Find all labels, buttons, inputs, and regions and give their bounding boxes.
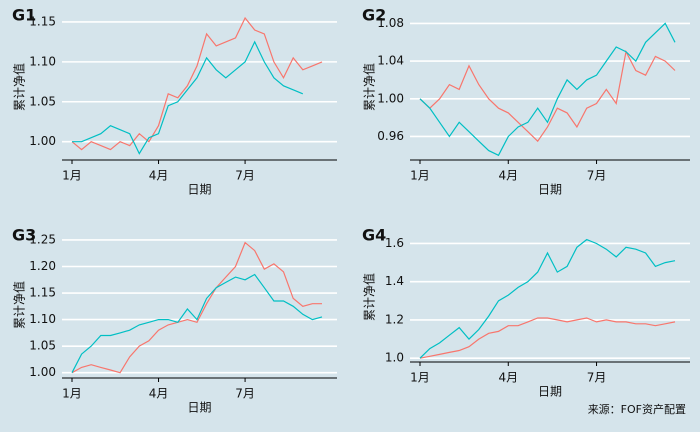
y-tick-label: 1.20 [29,259,56,273]
series-line [71,241,322,374]
x-tick-label: 4月 [149,169,169,183]
y-tick-label: 1.05 [29,339,56,353]
y-tick-label: 1.08 [377,16,404,30]
x-tick-label: 7月 [235,387,255,401]
y-tick-label: 1.10 [29,54,56,68]
x-tick-label: 7月 [235,169,255,183]
x-tick-label: 1月 [410,169,430,183]
x-axis-title: 日期 [187,401,211,415]
y-tick-label: 1.05 [29,94,56,108]
series-line [71,273,323,373]
y-tick-label: 1.00 [29,134,56,148]
y-axis-title: 累计净值 [12,281,27,329]
x-tick-label: 4月 [498,169,518,183]
x-tick-label: 4月 [149,387,169,401]
y-tick-label: 0.96 [377,129,404,143]
series-line [72,40,304,155]
y-tick-label: 1.25 [29,232,56,246]
x-axis-title: 日期 [538,385,562,399]
x-tick-label: 7月 [587,169,607,183]
x-axis-title: 日期 [187,183,211,197]
y-tick-label: 1.0 [385,351,404,365]
y-tick-label: 1.10 [29,312,56,326]
y-tick-label: 1.15 [29,14,56,28]
y-axis-title: 累计净值 [362,63,377,111]
panel-title: G3 [12,226,36,245]
series-line [419,317,676,359]
y-axis-title: 累计净值 [362,273,377,321]
panel-title: G4 [362,226,386,245]
y-axis-title: 累计净值 [12,63,27,111]
x-tick-label: 1月 [410,371,430,385]
y-tick-label: 1.04 [377,54,404,68]
x-tick-label: 4月 [498,371,518,385]
y-tick-label: 1.6 [385,236,404,250]
y-tick-label: 1.00 [29,365,56,379]
series-line [71,16,323,151]
series-line [419,238,676,359]
series-line [419,49,676,143]
y-tick-label: 1.2 [385,312,404,326]
series-line [419,22,676,157]
panel-title: G2 [362,6,386,25]
x-tick-label: 1月 [62,169,82,183]
x-tick-label: 7月 [587,371,607,385]
y-tick-label: 1.00 [377,91,404,105]
y-tick-label: 1.15 [29,286,56,300]
x-tick-label: 1月 [62,387,82,401]
panel-title: G1 [12,6,36,25]
x-axis-title: 日期 [538,183,562,197]
source: 来源：FOF资产配置 [588,402,686,416]
y-tick-label: 1.4 [385,274,404,288]
